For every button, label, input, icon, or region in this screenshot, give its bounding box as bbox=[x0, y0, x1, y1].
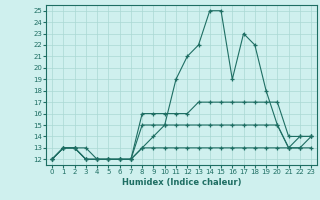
X-axis label: Humidex (Indice chaleur): Humidex (Indice chaleur) bbox=[122, 178, 241, 187]
